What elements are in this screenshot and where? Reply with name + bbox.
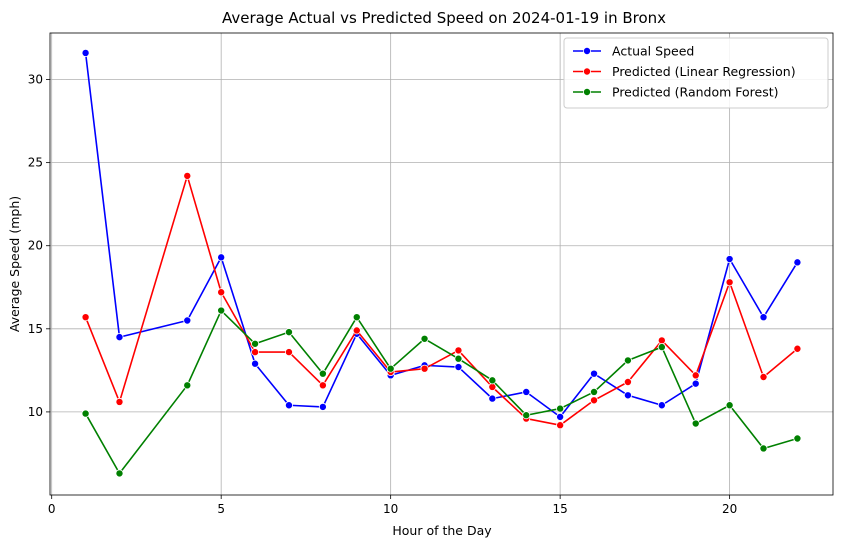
data-point [217,253,226,262]
data-point [81,48,90,57]
x-tick-label: 10 [383,502,398,516]
y-tick-label: 25 [28,156,43,170]
data-point [657,343,666,352]
legend-item: Predicted (Random Forest) [573,85,779,100]
x-axis-label: Hour of the Day [392,523,492,538]
data-point [590,369,599,378]
legend-swatch-marker [583,67,592,76]
plot-frame [49,32,834,496]
legend-label: Predicted (Linear Regression) [612,64,796,79]
data-point [352,313,361,322]
data-point [284,328,293,337]
legend: Actual Speed Predicted (Linear Regression… [563,37,829,109]
y-tick-label: 15 [28,322,43,336]
data-point [793,258,802,267]
data-point [284,401,293,410]
data-point [725,255,734,264]
data-point [284,348,293,357]
data-point [691,379,700,388]
data-point [488,382,497,391]
legend-item: Actual Speed [573,44,694,59]
data-point [183,381,192,390]
data-point [115,469,124,478]
series-2 [81,171,802,430]
data-point [759,313,768,322]
data-point [352,326,361,335]
data-point [251,359,260,368]
x-tick-label: 15 [552,502,567,516]
data-point [488,394,497,403]
data-point [454,346,463,355]
data-point [725,401,734,410]
y-tick-label: 10 [28,405,43,419]
data-point [759,373,768,382]
data-point [454,363,463,372]
data-point [115,333,124,342]
data-point [590,387,599,396]
data-point [251,339,260,348]
axis-ticks: 0 5 10 15 20 10 15 20 25 30 [28,73,738,516]
data-point [217,288,226,297]
y-tick-label: 30 [28,73,43,87]
legend-label: Predicted (Random Forest) [612,85,779,100]
legend-box [563,37,829,109]
data-point [556,421,565,430]
data-point [793,344,802,353]
data-point [183,171,192,180]
data-point [251,348,260,357]
data-point [556,404,565,413]
data-point [691,371,700,380]
data-point [657,336,666,345]
series-3 [81,306,802,478]
series-layer [81,48,802,478]
data-point [623,377,632,386]
data-point [522,411,531,420]
data-point [623,391,632,400]
data-point [590,396,599,405]
data-point [691,419,700,428]
data-point [522,387,531,396]
chart-title: Average Actual vs Predicted Speed on 202… [222,9,666,27]
data-point [318,381,327,390]
data-point [318,402,327,411]
data-point [217,306,226,315]
data-point [386,364,395,373]
x-tick-label: 20 [722,502,737,516]
data-point [488,376,497,385]
x-tick-label: 5 [217,502,225,516]
data-point [454,354,463,363]
data-point [115,397,124,406]
data-point [420,334,429,343]
y-axis-label: Average Speed (mph) [7,196,22,332]
legend-swatch-marker [583,47,592,56]
data-point [759,444,768,453]
data-point [556,412,565,421]
legend-swatch-marker [583,88,592,97]
data-point [183,316,192,325]
data-point [420,364,429,373]
data-point [725,278,734,287]
y-tick-label: 20 [28,239,43,253]
x-tick-label: 0 [48,502,56,516]
data-point [623,356,632,365]
data-point [81,409,90,418]
legend-item: Predicted (Linear Regression) [573,64,796,79]
data-point [793,434,802,443]
data-point [657,401,666,410]
legend-label: Actual Speed [612,44,694,59]
data-point [81,313,90,322]
data-point [318,369,327,378]
